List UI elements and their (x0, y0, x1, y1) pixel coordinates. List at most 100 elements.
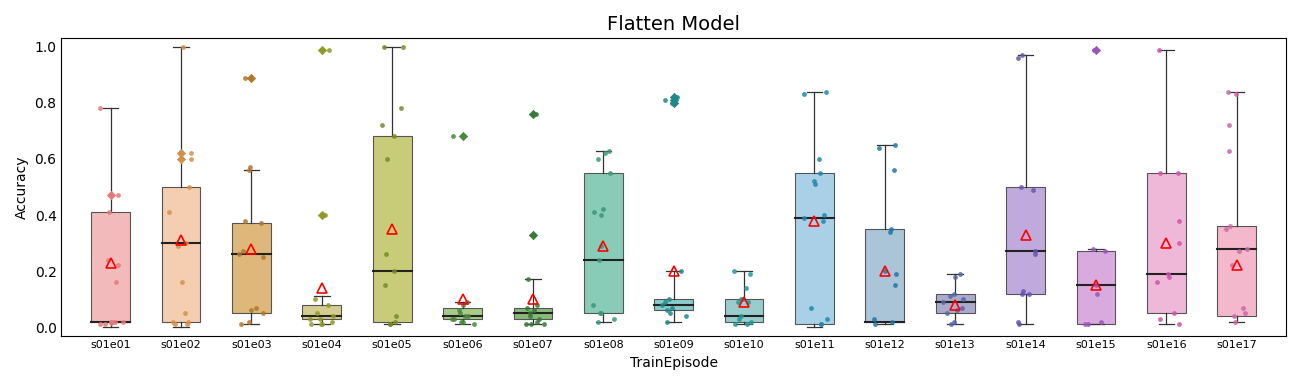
Point (252, 310, 273, 316)
Point (321, 318, 342, 325)
Point (664, 94, 684, 100)
Point (1149, 47, 1170, 53)
Point (163, 318, 183, 325)
Point (588, 156, 609, 162)
Point (319, 47, 340, 53)
Point (740, 318, 761, 325)
Point (1012, 288, 1033, 294)
Point (181, 150, 202, 156)
Point (588, 318, 609, 325)
Point (170, 150, 191, 156)
Point (1229, 248, 1250, 254)
Point (101, 318, 122, 325)
Point (1085, 282, 1106, 288)
Point (794, 91, 814, 97)
Point (519, 313, 540, 319)
Point (1158, 274, 1179, 280)
Point (1082, 246, 1103, 252)
Bar (161, 187, 200, 321)
Point (234, 75, 255, 81)
Point (804, 181, 825, 187)
Point (731, 296, 752, 302)
Point (945, 274, 965, 280)
Point (168, 243, 189, 249)
Point (664, 100, 684, 106)
Point (943, 318, 964, 325)
Point (239, 164, 260, 171)
Point (1085, 47, 1106, 53)
Point (729, 299, 749, 305)
Point (527, 318, 548, 325)
Point (657, 307, 678, 313)
Bar (654, 299, 693, 310)
Point (100, 318, 121, 325)
Point (675, 313, 696, 319)
Point (527, 302, 548, 308)
Title: Flatten Model: Flatten Model (608, 15, 740, 34)
Point (450, 318, 471, 325)
Point (453, 318, 474, 325)
Point (598, 147, 619, 154)
Point (952, 296, 973, 302)
Bar (865, 229, 904, 321)
Point (520, 321, 541, 328)
Point (178, 184, 199, 190)
Point (811, 321, 831, 328)
Point (800, 305, 821, 311)
Point (105, 318, 126, 325)
Point (317, 302, 338, 308)
Point (375, 282, 396, 288)
Point (100, 192, 121, 198)
Point (729, 316, 749, 322)
Bar (795, 173, 834, 325)
Point (238, 318, 259, 325)
Point (173, 44, 194, 50)
Point (939, 293, 960, 300)
Point (108, 263, 129, 269)
Point (593, 206, 614, 213)
Point (1024, 251, 1045, 257)
Point (304, 296, 325, 302)
Point (595, 150, 615, 156)
Point (933, 299, 954, 305)
Bar (725, 299, 764, 321)
Point (441, 316, 462, 322)
Point (176, 321, 196, 328)
Point (376, 251, 397, 257)
Point (518, 276, 539, 283)
Point (950, 271, 971, 277)
Point (384, 133, 405, 139)
Point (1149, 316, 1170, 322)
Point (731, 313, 752, 319)
Point (528, 316, 549, 322)
Point (661, 305, 682, 311)
Point (450, 310, 471, 316)
Bar (1077, 251, 1115, 325)
Point (937, 310, 958, 316)
Point (112, 318, 133, 325)
Point (952, 305, 973, 311)
Point (589, 310, 610, 316)
Point (371, 122, 392, 128)
Point (591, 243, 611, 249)
Point (230, 321, 251, 328)
Point (457, 299, 477, 305)
Point (813, 218, 834, 224)
Point (664, 97, 684, 103)
Point (591, 310, 611, 316)
Point (376, 156, 397, 162)
Point (941, 321, 961, 328)
Point (90, 321, 111, 328)
Point (600, 170, 621, 176)
Point (385, 313, 406, 319)
Bar (514, 308, 553, 319)
Point (105, 279, 126, 285)
Point (583, 302, 604, 308)
Point (1218, 122, 1239, 128)
Point (1150, 170, 1171, 176)
Point (392, 105, 412, 112)
Point (943, 290, 964, 296)
Point (725, 321, 745, 328)
Point (1222, 263, 1242, 269)
Point (246, 305, 267, 311)
